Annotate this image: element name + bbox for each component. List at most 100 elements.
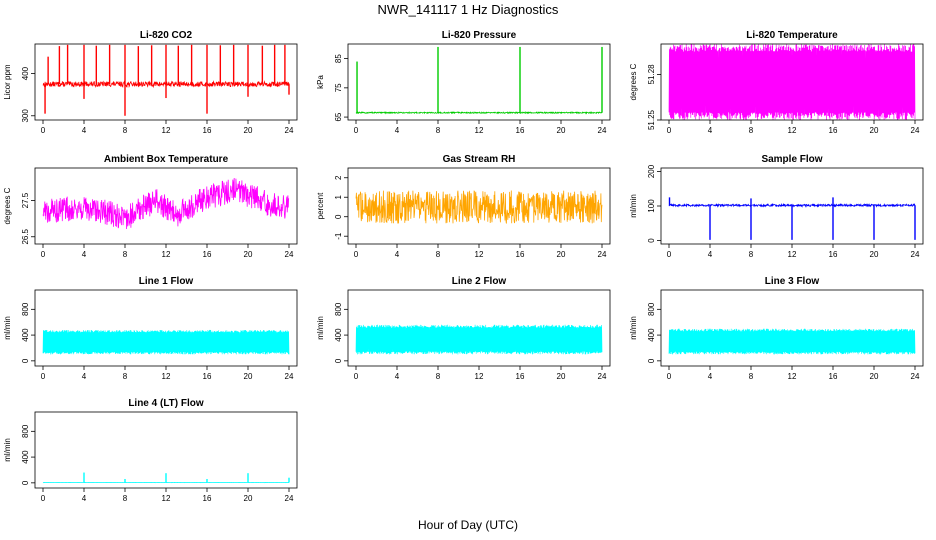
x-tick-label: 16 — [829, 250, 838, 259]
x-tick-label: 12 — [788, 372, 797, 381]
series-line — [355, 46, 603, 115]
x-tick-label: 8 — [436, 126, 441, 135]
series-line — [668, 328, 916, 355]
panel-8: Line 2 Flow 0 4 8 12 16 20 24 0 400 800 ml/min — [316, 276, 611, 381]
y-tick-label: 800 — [21, 424, 30, 438]
x-tick-label: 20 — [870, 372, 879, 381]
y-axis-label: Licor ppm — [3, 64, 12, 99]
x-tick-label: 24 — [285, 372, 294, 381]
panel-4: Ambient Box Temperature 0 4 8 12 16 20 24 26.5 27… — [3, 154, 298, 259]
y-axis-label: ml/min — [316, 316, 325, 340]
x-tick-label: 0 — [354, 250, 359, 259]
x-axis-title: Hour of Day (UTC) — [417, 518, 518, 532]
x-tick-label: 12 — [475, 372, 484, 381]
x-tick-label: 24 — [598, 250, 607, 259]
panel-title: Line 4 (LT) Flow — [128, 398, 204, 409]
y-tick-label: 0 — [21, 480, 30, 485]
y-tick-label: -1 — [334, 232, 343, 240]
y-tick-label: 200 — [647, 164, 656, 178]
y-tick-label: 51.25 — [647, 109, 656, 130]
panel-10: Line 4 (LT) Flow 0 4 8 12 16 20 24 0 400 800 ml/min — [3, 398, 298, 503]
y-tick-label: 0 — [647, 238, 656, 243]
x-tick-label: 0 — [667, 126, 672, 135]
x-tick-label: 16 — [203, 372, 212, 381]
panel-7: Line 1 Flow 0 4 8 12 16 20 24 0 400 800 ml/min — [3, 276, 298, 381]
series-trace — [355, 324, 603, 355]
x-tick-label: 8 — [749, 126, 754, 135]
x-tick-label: 8 — [123, 494, 128, 503]
series-trace — [355, 190, 603, 224]
panel-title: Line 3 Flow — [765, 276, 820, 287]
x-tick-label: 4 — [708, 372, 713, 381]
panel-2: Li-820 Pressure 0 4 8 12 16 20 24 65 75 85 kPa — [316, 30, 611, 135]
x-tick-label: 0 — [41, 126, 46, 135]
x-tick-label: 20 — [557, 372, 566, 381]
panel-9: Line 3 Flow 0 4 8 12 16 20 24 0 400 800 ml/min — [629, 276, 924, 381]
x-tick-label: 24 — [285, 494, 294, 503]
panel-title: Gas Stream RH — [443, 154, 516, 165]
y-tick-label: 400 — [21, 328, 30, 342]
series-line — [355, 324, 603, 355]
x-tick-label: 24 — [285, 250, 294, 259]
plot-frame — [34, 289, 298, 367]
x-tick-label: 20 — [244, 494, 253, 503]
x-tick-label: 16 — [203, 126, 212, 135]
y-tick-label: 0 — [21, 358, 30, 363]
x-tick-label: 12 — [162, 250, 171, 259]
x-tick-label: 4 — [395, 126, 400, 135]
x-tick-label: 8 — [436, 372, 441, 381]
panel-title: Line 2 Flow — [452, 276, 507, 287]
x-tick-label: 24 — [598, 126, 607, 135]
x-tick-label: 0 — [667, 250, 672, 259]
panel-title: Ambient Box Temperature — [104, 154, 229, 165]
x-tick-label: 8 — [123, 372, 128, 381]
plot-frame — [660, 289, 924, 367]
series-trace — [668, 44, 916, 120]
y-tick-label: 800 — [334, 302, 343, 316]
y-axis-label: degrees C — [629, 63, 638, 100]
y-tick-label: 800 — [647, 302, 656, 316]
x-tick-label: 0 — [41, 250, 46, 259]
y-tick-label: 26.5 — [21, 228, 30, 244]
x-tick-label: 20 — [557, 126, 566, 135]
x-tick-label: 0 — [667, 372, 672, 381]
x-tick-label: 12 — [788, 126, 797, 135]
y-tick-label: 85 — [334, 54, 343, 63]
x-tick-label: 24 — [911, 250, 920, 259]
y-axis-label: percent — [316, 192, 325, 219]
x-tick-label: 16 — [829, 126, 838, 135]
x-tick-label: 4 — [395, 372, 400, 381]
panel-title: Li-820 CO2 — [140, 30, 193, 41]
panel-1: Li-820 CO2 0 4 8 12 16 20 24 300 400 Licor ppm — [3, 30, 298, 135]
x-tick-label: 0 — [41, 494, 46, 503]
panel-title: Li-820 Pressure — [442, 30, 517, 41]
x-tick-label: 16 — [516, 250, 525, 259]
x-tick-label: 20 — [244, 250, 253, 259]
x-tick-label: 24 — [598, 372, 607, 381]
plot-frame — [347, 43, 611, 121]
x-tick-label: 16 — [829, 372, 838, 381]
y-tick-label: 0 — [334, 214, 343, 219]
y-tick-label: 400 — [647, 328, 656, 342]
x-tick-label: 8 — [123, 126, 128, 135]
x-tick-label: 12 — [475, 126, 484, 135]
x-tick-label: 0 — [354, 372, 359, 381]
panel-title: Line 1 Flow — [139, 276, 194, 287]
x-tick-label: 16 — [203, 250, 212, 259]
y-axis-label: ml/min — [629, 194, 638, 218]
panel-6: Sample Flow 0 4 8 12 16 20 24 0 100 200 ml/min — [629, 154, 924, 259]
series-line — [668, 197, 916, 240]
x-tick-label: 8 — [749, 250, 754, 259]
x-tick-label: 4 — [708, 250, 713, 259]
y-tick-label: 51.28 — [647, 64, 656, 85]
y-tick-label: 0 — [334, 358, 343, 363]
x-tick-label: 4 — [82, 126, 87, 135]
x-tick-label: 4 — [395, 250, 400, 259]
x-tick-label: 12 — [162, 494, 171, 503]
series-line — [668, 44, 916, 120]
x-tick-label: 20 — [244, 126, 253, 135]
y-tick-label: 400 — [334, 328, 343, 342]
x-tick-label: 20 — [870, 250, 879, 259]
y-tick-label: 27.5 — [21, 192, 30, 208]
